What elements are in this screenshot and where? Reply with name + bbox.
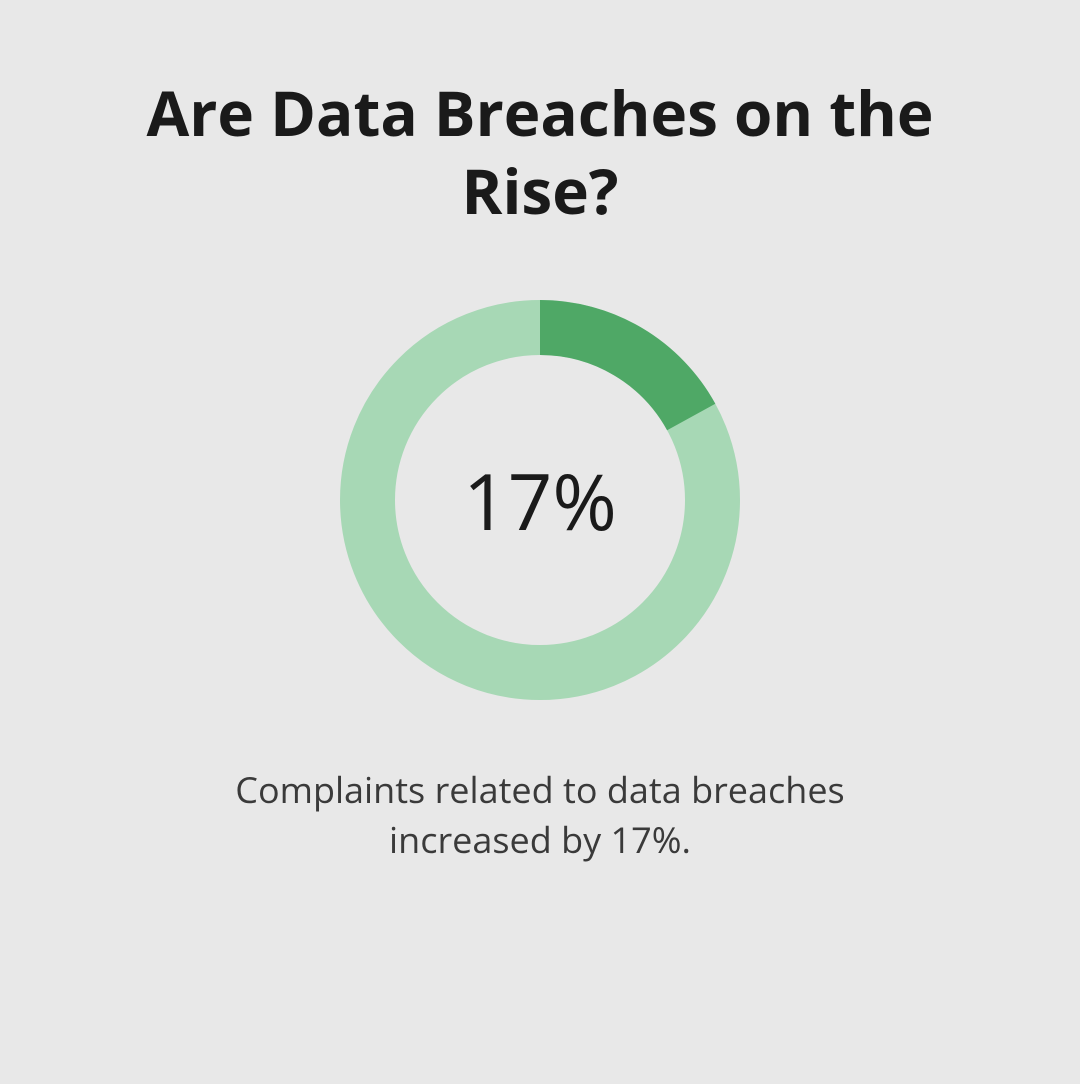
chart-title: Are Data Breaches on the Rise? [90,75,990,230]
chart-caption: Complaints related to data breaches incr… [150,765,930,866]
donut-center-label: 17% [463,447,617,553]
donut-chart: 17% [330,290,750,710]
